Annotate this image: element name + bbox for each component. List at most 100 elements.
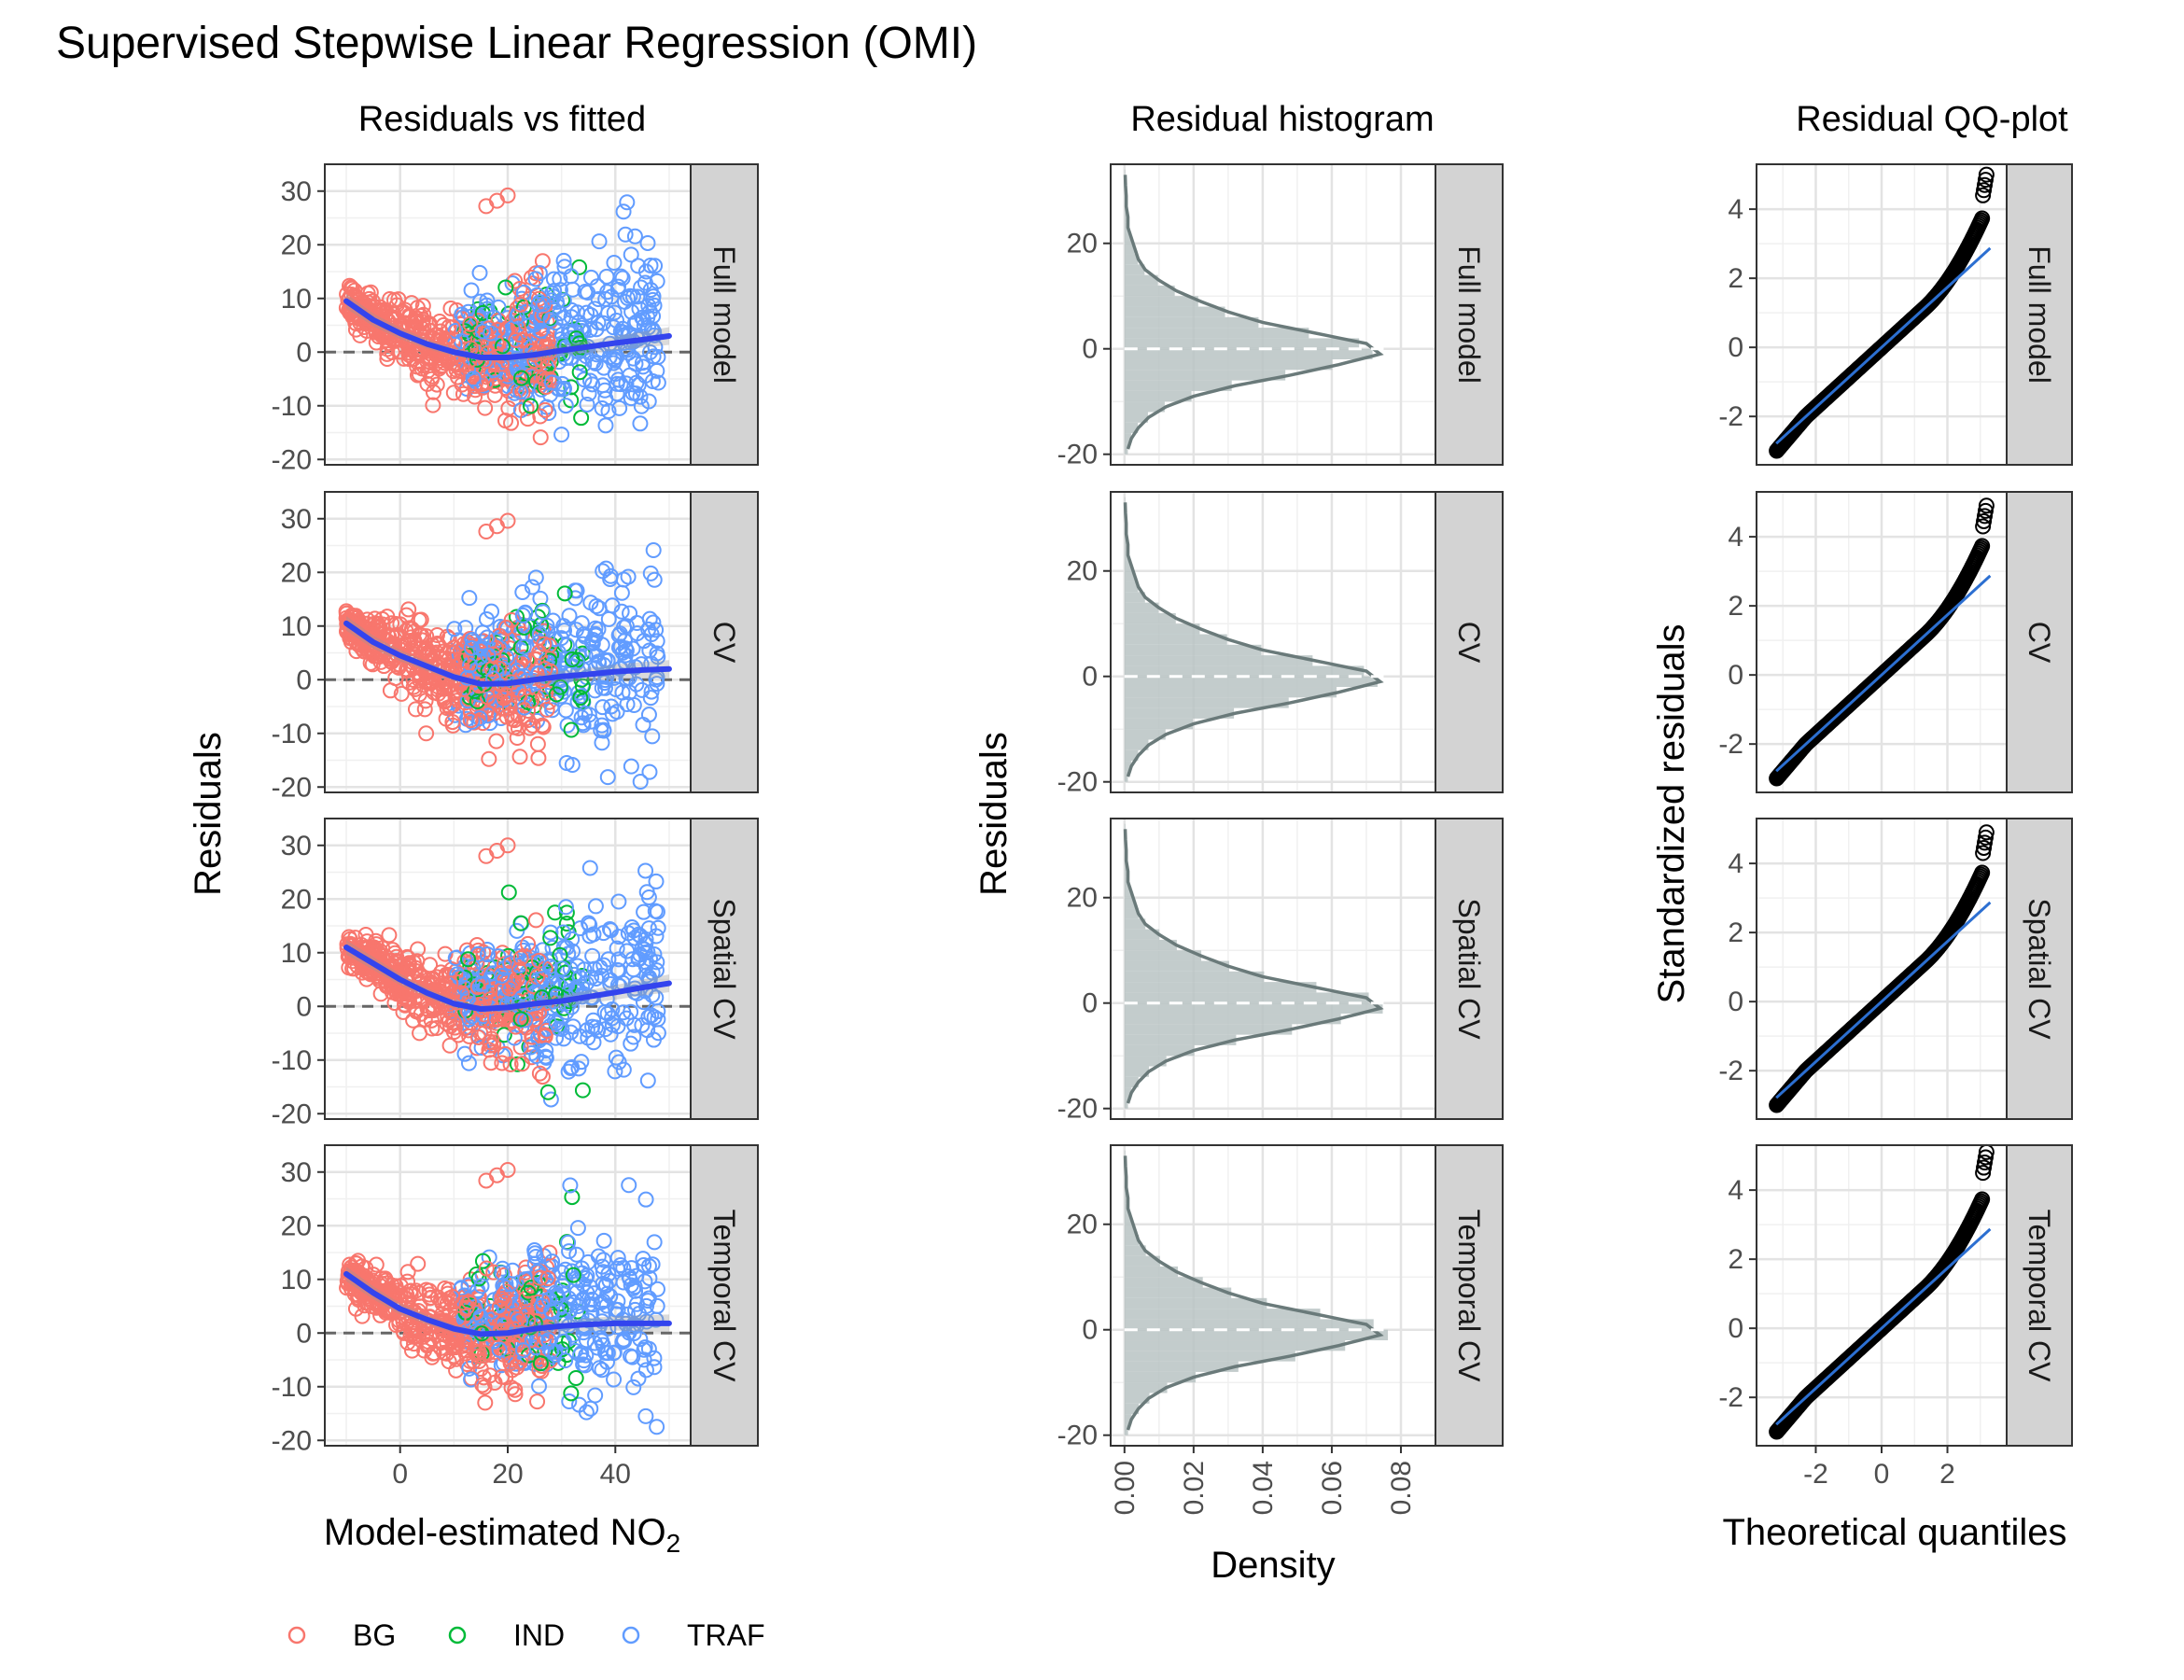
y-tick-label: 4	[1728, 194, 1743, 225]
x-tick-label: -2	[1803, 1459, 1828, 1490]
scatter-point-bg	[494, 365, 511, 382]
x-tick-label: 0.08	[1386, 1461, 1417, 1515]
histogram-bar	[1124, 992, 1369, 1003]
scatter-point-traf	[553, 427, 570, 443]
histogram-bar	[1124, 359, 1333, 371]
scatter-point-bg	[486, 386, 503, 403]
scatter-point-traf	[644, 291, 661, 308]
y-tick-label: 4	[1728, 522, 1743, 553]
scatter-point-traf	[597, 390, 614, 407]
scatter-point-bg	[418, 725, 435, 742]
scatter-point-traf	[606, 304, 623, 321]
scatter-point-bg	[532, 429, 549, 446]
scatter-point-ind	[563, 721, 580, 738]
scatter-point-traf	[579, 396, 595, 413]
scatter-point-traf	[634, 681, 651, 698]
scatter-point-traf	[555, 618, 572, 635]
scatter-point-traf	[569, 304, 586, 321]
panel-title-residuals-vs-fitted: Residuals vs fitted	[358, 100, 646, 139]
y-tick-label: 30	[281, 176, 312, 207]
scatter-point-bg	[343, 279, 359, 296]
scatter-point-traf	[540, 404, 557, 421]
x-tick-label: 0	[392, 1459, 408, 1490]
scatter-point-traf	[619, 696, 636, 713]
histogram-bar	[1124, 1319, 1374, 1330]
scatter-point-traf	[603, 698, 620, 715]
y-tick-label: 10	[281, 284, 312, 315]
histogram-bar	[1124, 348, 1373, 360]
y-tick-label: 2	[1728, 263, 1743, 294]
scatter-point-traf	[584, 635, 601, 651]
scatter-point-traf	[619, 194, 636, 211]
scatter-point-bg	[524, 693, 540, 709]
scatter-point-bg	[413, 627, 430, 644]
scatter-point-traf	[576, 356, 593, 372]
scatter-point-ind	[513, 370, 530, 386]
y-tick-label: -20	[272, 444, 312, 475]
scatter-point-ind	[563, 392, 580, 409]
scatter-point-traf	[474, 624, 491, 641]
scatter-point-bg	[525, 717, 541, 734]
scatter-point-traf	[642, 343, 659, 360]
scatter-point-traf	[599, 769, 616, 786]
scatter-point-traf	[497, 334, 514, 351]
scatter-point-traf	[612, 376, 629, 393]
legend-key-traf	[622, 1626, 640, 1645]
scatter-point-traf	[645, 348, 662, 365]
y-tick-label: 20	[281, 884, 312, 915]
scatter-point-traf	[472, 640, 489, 657]
scatter-point-traf	[447, 323, 464, 340]
facet-strip-label: Temporal CV	[707, 1210, 741, 1383]
scatter-point-traf	[534, 604, 551, 621]
y-tick-label: 20	[281, 1211, 312, 1241]
histogram-bar	[1124, 771, 1128, 782]
scatter-point-traf	[570, 315, 587, 331]
scatter-point-traf	[594, 637, 610, 653]
scatter-point-traf	[535, 942, 552, 959]
scatter-point-traf	[615, 203, 632, 220]
scatter-point-traf	[568, 582, 585, 599]
scatter-point-traf	[649, 362, 665, 379]
scatter-point-bg	[374, 616, 391, 633]
y-tick-label: 30	[281, 504, 312, 535]
y-tick-label: 0	[1082, 988, 1098, 1019]
scatter-point-bg	[511, 749, 528, 765]
scatter-point-ind	[572, 690, 589, 707]
x-tick-label: 40	[600, 1459, 631, 1490]
xlabel-subscript: 2	[666, 1529, 681, 1558]
scatter-point-bg	[416, 701, 433, 718]
scatter-point-traf	[589, 278, 606, 295]
y-tick-label: 20	[281, 557, 312, 588]
scatter-point-bg	[479, 345, 496, 362]
facet-strip-label: Temporal CV	[1452, 1210, 1486, 1383]
scatter-point-bg	[531, 644, 548, 661]
histogram-bar	[1124, 370, 1286, 381]
y-tick-label: -20	[272, 1099, 312, 1129]
scatter-point-traf	[474, 323, 491, 340]
panel-title-residual-qq-plot: Residual QQ-plot	[1796, 100, 2068, 139]
scatter-point-traf	[585, 354, 602, 371]
scatter-point-bg	[509, 730, 525, 747]
scatter-point-bg	[503, 414, 520, 431]
scatter-point-traf	[530, 296, 547, 313]
scatter-point-traf	[635, 358, 651, 375]
scatter-point-bg	[453, 643, 469, 660]
scatter-point-traf	[555, 292, 572, 309]
scatter-point-bg	[422, 354, 439, 371]
scatter-point-bg	[496, 690, 512, 707]
scatter-point-traf	[515, 638, 532, 655]
y-tick-label: -2	[1718, 1382, 1743, 1413]
scatter-point-bg	[445, 385, 462, 401]
x-tick-label: 0.02	[1179, 1461, 1210, 1515]
scatter-point-traf	[620, 289, 637, 306]
histogram-bar	[1124, 328, 1309, 339]
scatter-point-traf	[626, 228, 643, 245]
facet-strip-label: CV	[707, 622, 741, 664]
scatter-point-ind	[556, 585, 573, 602]
